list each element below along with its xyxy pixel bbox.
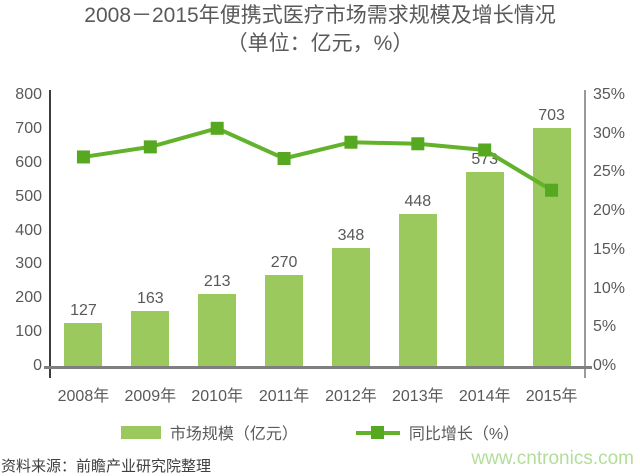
site-watermark: www.cntronics.com [471, 448, 634, 469]
growth-line-marker [478, 143, 492, 157]
bar [64, 322, 103, 366]
right-y-tick-label: 15% [593, 240, 626, 258]
growth-line-marker [545, 183, 559, 197]
chart-subtitle: （单位：亿元，%） [226, 32, 414, 55]
bar-value-label: 163 [136, 289, 164, 307]
x-tick-label: 2010年 [191, 388, 243, 405]
bar-value-label: 270 [270, 253, 298, 271]
line-swatch-marker [370, 425, 384, 439]
bar [398, 214, 437, 366]
bar [198, 293, 237, 366]
right-y-tick-label: 0% [593, 357, 617, 374]
left-y-tick-label: 400 [15, 221, 42, 239]
left-y-tick-label: 800 [15, 86, 42, 103]
bar-value-label: 448 [404, 193, 432, 211]
right-y-tick-label: 35% [593, 86, 626, 103]
bar [465, 171, 504, 366]
left-y-tick-label: 300 [15, 255, 42, 273]
right-y-tick-label: 5% [593, 318, 617, 336]
bar [532, 127, 571, 366]
x-tick-label: 2011年 [258, 388, 310, 405]
growth-line-marker [344, 135, 358, 149]
x-tick-label: 2012年 [325, 388, 377, 405]
x-tick-label: 2015年 [525, 388, 578, 405]
x-tick-label: 2008年 [57, 388, 110, 405]
growth-line-marker [143, 140, 157, 154]
left-y-axis-line [49, 90, 51, 378]
chart-header: 2008－2015年便携式医疗市场需求规模及增长情况 （单位：亿元，%） [0, 2, 640, 58]
left-y-tick-label: 600 [15, 153, 42, 171]
line-series-swatch [355, 425, 400, 439]
bar [265, 274, 304, 366]
bar-value-label: 127 [70, 301, 97, 319]
bar-series-swatch [120, 425, 161, 439]
left-y-tick-label: 200 [15, 289, 42, 307]
right-y-tick-label: 10% [593, 279, 626, 297]
legend-item-bar: 市场规模（亿元） [120, 420, 298, 444]
x-tick-label: 2014年 [458, 388, 511, 405]
bar [331, 248, 370, 366]
growth-line-marker [411, 137, 425, 151]
left-y-tick-label: 700 [15, 119, 42, 137]
legend-item-line: 同比增长（%） [355, 420, 520, 444]
right-y-tick-label: 20% [593, 202, 626, 220]
left-y-tick-label: 100 [15, 323, 42, 341]
left-y-tick-label: 0 [33, 357, 42, 374]
x-axis-line [44, 366, 592, 369]
legend-bar-label: 市场规模（亿元） [169, 426, 298, 443]
legend: 市场规模（亿元） 同比增长（%） [0, 420, 640, 444]
growth-line-marker [210, 121, 224, 135]
right-y-axis-line [584, 90, 586, 378]
growth-line-marker [277, 151, 291, 165]
bar-value-label: 348 [337, 227, 365, 245]
data-source-note: 资料来源：前瞻产业研究院整理 [1, 458, 212, 475]
x-tick-label: 2013年 [392, 388, 444, 405]
left-y-tick-label: 500 [15, 187, 42, 205]
bar [131, 310, 170, 366]
growth-line [83, 126, 553, 192]
legend-line-label: 同比增长（%） [408, 426, 520, 443]
bar-value-label: 213 [203, 272, 231, 290]
x-tick-label: 2009年 [124, 388, 177, 405]
chart-title: 2008－2015年便携式医疗市场需求规模及增长情况 [84, 4, 556, 27]
right-y-tick-label: 25% [593, 163, 626, 181]
right-y-tick-label: 30% [593, 124, 626, 142]
growth-line-marker [76, 150, 90, 164]
bar-value-label: 703 [538, 106, 565, 124]
